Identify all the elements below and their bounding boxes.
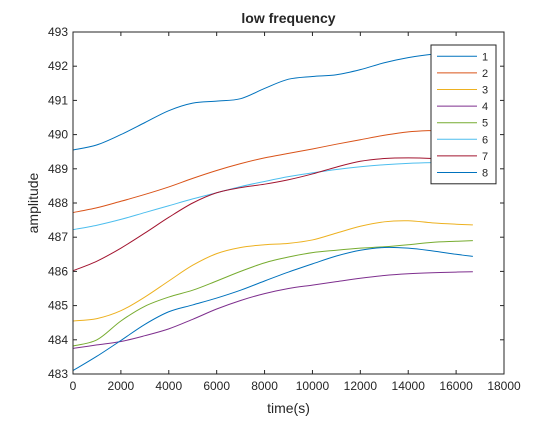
series-layer bbox=[72, 52, 473, 372]
y-tick-label: 483 bbox=[48, 367, 68, 381]
y-tick-label: 491 bbox=[48, 93, 68, 107]
series-line-4 bbox=[72, 271, 473, 349]
y-tick-label: 490 bbox=[48, 128, 68, 142]
legend-label-3: 3 bbox=[482, 85, 488, 97]
legend-label-4: 4 bbox=[482, 101, 488, 113]
legend-label-5: 5 bbox=[482, 118, 488, 130]
x-tick-label: 18000 bbox=[487, 379, 521, 393]
x-tick-label: 8000 bbox=[251, 379, 278, 393]
y-tick-label: 492 bbox=[48, 59, 68, 73]
y-tick-label: 485 bbox=[48, 299, 68, 313]
legend-box bbox=[430, 44, 497, 185]
legend-label-6: 6 bbox=[482, 134, 488, 146]
y-tick-label: 489 bbox=[48, 162, 68, 176]
y-tick-label: 493 bbox=[48, 25, 68, 39]
legend-label-2: 2 bbox=[482, 68, 488, 80]
series-line-6 bbox=[72, 161, 473, 231]
chart-title: low frequency bbox=[241, 10, 335, 26]
x-tick-label: 10000 bbox=[296, 379, 330, 393]
x-tick-label: 2000 bbox=[108, 379, 135, 393]
x-tick-label: 4000 bbox=[155, 379, 182, 393]
legend: 1 2 3 4 5 6 7 8 bbox=[430, 44, 497, 185]
series-line-1 bbox=[72, 52, 473, 151]
x-tick-label: 16000 bbox=[439, 379, 473, 393]
series-line-3 bbox=[72, 220, 473, 322]
legend-label-1: 1 bbox=[482, 51, 488, 63]
x-tick-label: 14000 bbox=[392, 379, 426, 393]
x-tick-label: 12000 bbox=[344, 379, 378, 393]
y-tick-label: 488 bbox=[48, 196, 68, 210]
axes-layer: 0 2000 4000 6000 8000 10000 12000 14000 16000 180… bbox=[48, 25, 521, 393]
legend-label-7: 7 bbox=[482, 151, 488, 163]
y-tick-label: 487 bbox=[48, 230, 68, 244]
x-axis-label: time(s) bbox=[267, 400, 310, 416]
y-tick-label: 486 bbox=[48, 264, 68, 278]
x-tick-label: 0 bbox=[70, 379, 77, 393]
y-axis-label: amplitude bbox=[25, 172, 41, 233]
legend-label-8: 8 bbox=[482, 168, 488, 180]
series-line-5 bbox=[72, 240, 473, 347]
y-tick-label: 484 bbox=[48, 333, 68, 347]
x-tick-label: 6000 bbox=[203, 379, 230, 393]
series-line-8 bbox=[72, 246, 473, 372]
series-line-7 bbox=[72, 157, 473, 272]
series-line-2 bbox=[72, 129, 473, 214]
